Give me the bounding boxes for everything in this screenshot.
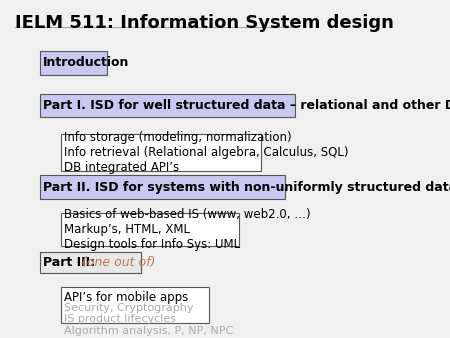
FancyBboxPatch shape <box>61 135 261 171</box>
Text: IELM 511: Information System design: IELM 511: Information System design <box>15 14 394 32</box>
Text: Part II. ISD for systems with non-uniformly structured data: Part II. ISD for systems with non-unifor… <box>43 181 450 194</box>
FancyBboxPatch shape <box>61 287 209 323</box>
Text: (one out of): (one out of) <box>78 256 156 269</box>
Text: Info storage (modeling, normalization)
Info retrieval (Relational algebra, Calcu: Info storage (modeling, normalization) I… <box>64 131 349 174</box>
Text: Introduction: Introduction <box>43 56 129 69</box>
Text: Part III:: Part III: <box>43 256 95 269</box>
FancyBboxPatch shape <box>61 213 239 246</box>
FancyBboxPatch shape <box>40 252 141 273</box>
FancyBboxPatch shape <box>40 51 108 75</box>
Text: Part I. ISD for well structured data – relational and other DBMS: Part I. ISD for well structured data – r… <box>43 99 450 112</box>
Text: Basics of web-based IS (www, web2.0, …)
Markup’s, HTML, XML
Design tools for Inf: Basics of web-based IS (www, web2.0, …) … <box>64 208 311 251</box>
Text: Security, Cryptography
IS product lifecycles
Algorithm analysis, P, NP, NPC: Security, Cryptography IS product lifecy… <box>64 303 234 336</box>
FancyBboxPatch shape <box>40 94 295 117</box>
Text: API’s for mobile apps: API’s for mobile apps <box>64 291 189 304</box>
FancyBboxPatch shape <box>40 175 285 199</box>
